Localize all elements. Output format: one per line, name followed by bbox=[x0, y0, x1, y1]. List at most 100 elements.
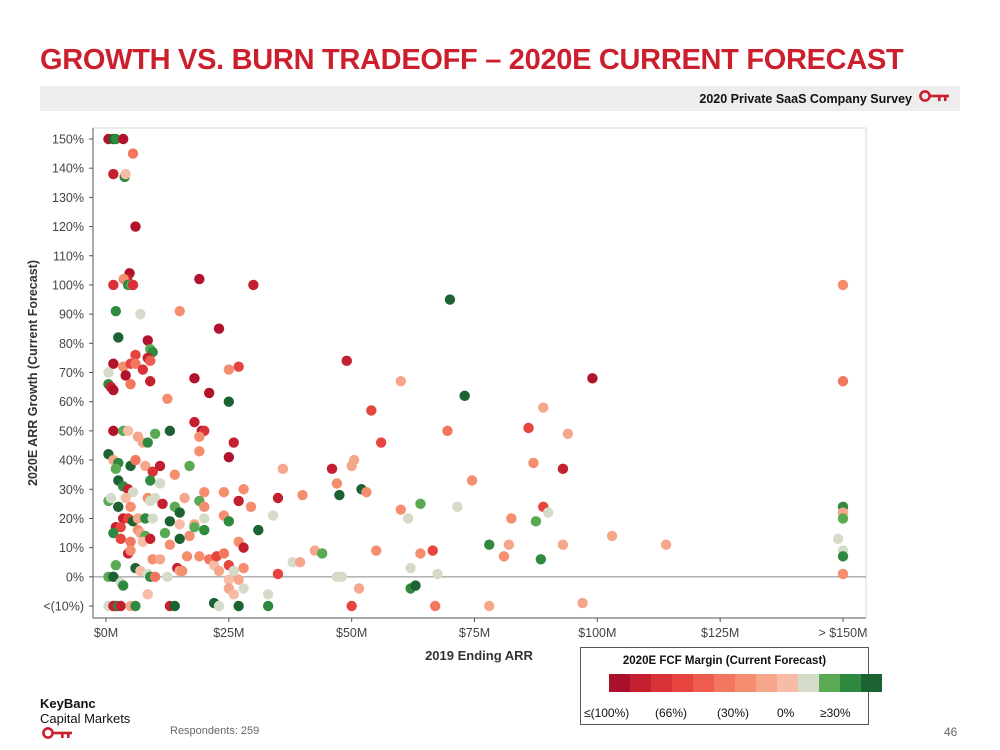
data-point bbox=[164, 539, 176, 550]
data-point bbox=[272, 492, 284, 504]
data-point bbox=[147, 513, 158, 524]
data-point bbox=[528, 457, 539, 469]
data-point bbox=[233, 600, 244, 612]
slide-title: GROWTH VS. BURN TRADEOFF – 2020E CURRENT… bbox=[40, 44, 904, 76]
data-point bbox=[199, 524, 210, 536]
data-point bbox=[145, 533, 156, 545]
data-point bbox=[341, 355, 352, 367]
data-point bbox=[223, 451, 235, 463]
legend-swatch bbox=[819, 674, 840, 692]
data-point bbox=[336, 571, 348, 583]
data-point bbox=[135, 308, 146, 320]
data-point bbox=[169, 600, 180, 612]
data-point bbox=[127, 279, 139, 291]
data-point bbox=[140, 460, 151, 472]
data-point bbox=[115, 600, 126, 612]
data-point bbox=[157, 498, 168, 510]
y-tick-label: 30% bbox=[59, 483, 84, 497]
data-point bbox=[164, 425, 176, 437]
data-point bbox=[108, 384, 119, 396]
data-point bbox=[174, 533, 185, 545]
data-point bbox=[498, 551, 510, 562]
data-point bbox=[238, 542, 249, 553]
legend-swatch bbox=[840, 674, 861, 692]
data-point bbox=[184, 460, 195, 472]
data-point bbox=[213, 600, 225, 612]
x-axis-label: 2019 Ending ARR bbox=[425, 648, 533, 663]
data-point bbox=[125, 501, 136, 512]
data-point bbox=[484, 539, 495, 550]
data-point bbox=[395, 504, 406, 515]
data-point bbox=[557, 539, 569, 550]
y-tick-label: 100% bbox=[52, 278, 84, 292]
legend-swatch bbox=[861, 674, 882, 692]
logo-line1: KeyBanc bbox=[40, 696, 96, 711]
data-point bbox=[147, 554, 158, 565]
data-point bbox=[194, 273, 205, 285]
data-point bbox=[174, 519, 185, 530]
data-point bbox=[503, 539, 515, 550]
page-number: 46 bbox=[944, 725, 958, 739]
data-point bbox=[361, 486, 372, 498]
x-tick-label: $75M bbox=[459, 626, 490, 640]
data-point bbox=[179, 492, 190, 504]
data-point bbox=[262, 589, 274, 600]
survey-bar: 2020 Private SaaS Company Survey bbox=[40, 86, 960, 111]
data-point bbox=[189, 373, 200, 384]
data-point bbox=[145, 376, 156, 387]
data-point bbox=[108, 527, 119, 539]
data-point bbox=[113, 501, 124, 512]
data-point bbox=[316, 548, 328, 559]
y-tick-label: <(10%) bbox=[43, 600, 84, 614]
data-point bbox=[122, 425, 134, 437]
data-point bbox=[142, 437, 153, 448]
data-point bbox=[137, 364, 149, 375]
data-point bbox=[113, 332, 124, 343]
data-point bbox=[194, 551, 205, 562]
legend-swatch bbox=[693, 674, 714, 692]
y-axis-label: 2020E ARR Growth (Current Forecast) bbox=[26, 260, 40, 486]
legend-swatch bbox=[651, 674, 672, 692]
x-tick-label: $50M bbox=[336, 626, 367, 640]
respondents-note: Respondents: 259 bbox=[170, 725, 260, 737]
data-point bbox=[199, 501, 210, 512]
data-point bbox=[228, 437, 239, 448]
key-logo-icon bbox=[42, 727, 72, 739]
data-point bbox=[606, 530, 618, 542]
data-point bbox=[169, 469, 180, 480]
survey-label: 2020 Private SaaS Company Survey bbox=[699, 91, 912, 106]
data-point bbox=[145, 355, 156, 367]
x-tick-label: $0M bbox=[94, 626, 118, 640]
data-point bbox=[130, 600, 141, 612]
y-tick-label: 60% bbox=[59, 395, 84, 409]
data-point bbox=[142, 335, 153, 346]
data-point bbox=[108, 168, 119, 180]
data-point bbox=[466, 475, 478, 486]
data-point bbox=[832, 533, 844, 545]
data-point bbox=[162, 571, 173, 583]
data-point bbox=[189, 416, 200, 428]
data-point bbox=[238, 562, 249, 574]
y-tick-label: 20% bbox=[59, 512, 84, 526]
y-tick-label: 130% bbox=[52, 191, 84, 205]
data-point bbox=[429, 600, 441, 612]
data-point bbox=[228, 589, 239, 600]
data-point bbox=[837, 279, 849, 291]
data-point bbox=[484, 600, 495, 612]
data-point bbox=[127, 148, 139, 159]
data-point bbox=[506, 513, 517, 524]
legend-tick-label: (30%) bbox=[717, 706, 750, 720]
data-point bbox=[199, 486, 210, 498]
data-point bbox=[530, 516, 542, 527]
data-point bbox=[233, 361, 244, 372]
data-point bbox=[120, 168, 131, 180]
data-point bbox=[176, 565, 188, 577]
data-point bbox=[427, 545, 438, 556]
data-point bbox=[105, 492, 117, 504]
data-point bbox=[223, 574, 235, 585]
y-tick-label: 10% bbox=[59, 541, 84, 555]
data-point bbox=[348, 454, 360, 466]
data-point bbox=[218, 548, 230, 559]
data-point bbox=[189, 521, 200, 533]
data-point bbox=[557, 463, 569, 475]
